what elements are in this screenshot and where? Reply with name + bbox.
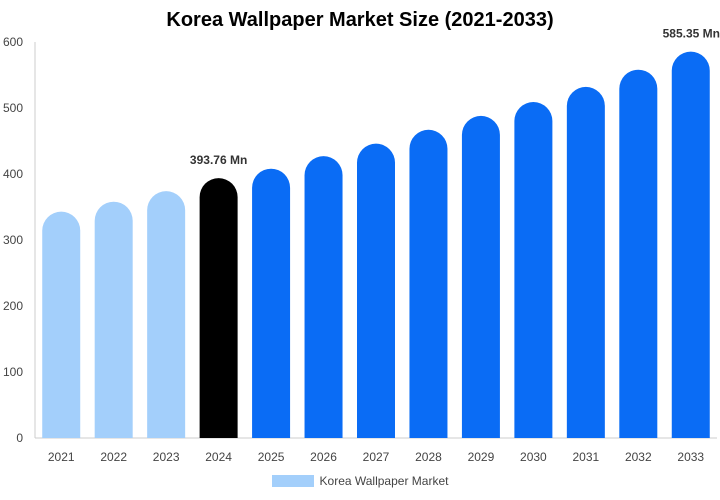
bar-2030 [514, 102, 553, 438]
x-tick-label: 2026 [310, 450, 337, 464]
x-tick-label: 2024 [205, 450, 232, 464]
bar-2031 [566, 86, 605, 438]
y-tick-label: 400 [3, 167, 23, 181]
bar-2028 [409, 129, 448, 438]
bar-2021 [42, 211, 81, 438]
bar-2029 [461, 115, 500, 438]
bar-2027 [357, 143, 395, 438]
y-tick-label: 0 [16, 431, 23, 445]
x-tick-label: 2021 [48, 450, 75, 464]
x-tick-label: 2030 [520, 450, 547, 464]
legend-swatch [271, 475, 314, 487]
bar-2025 [252, 168, 291, 438]
y-tick-label: 100 [3, 365, 23, 379]
legend[interactable]: Korea Wallpaper Market [0, 474, 720, 488]
chart-title: Korea Wallpaper Market Size (2021-2033) [166, 9, 554, 31]
x-tick-label: 2025 [258, 450, 285, 464]
y-tick-label: 600 [3, 35, 23, 49]
x-tick-label: 2028 [415, 450, 442, 464]
bar-2024 [199, 178, 238, 438]
x-tick-label: 2031 [572, 450, 599, 464]
x-tick-label: 2032 [625, 450, 652, 464]
bar-2033 [671, 51, 710, 438]
x-tick-label: 2029 [468, 450, 495, 464]
x-tick-label: 2027 [363, 450, 390, 464]
data-label-2033: 585.35 Mn [663, 27, 720, 41]
y-tick-label: 200 [3, 299, 23, 313]
x-tick-label: 2033 [677, 450, 704, 464]
bar-2026 [304, 156, 343, 438]
legend-label: Korea Wallpaper Market [319, 474, 449, 488]
bar-2032 [619, 69, 658, 438]
y-tick-label: 500 [3, 101, 23, 115]
x-tick-label: 2023 [153, 450, 180, 464]
x-tick-label: 2022 [100, 450, 127, 464]
bar-2022 [94, 201, 133, 438]
data-label-2024: 393.76 Mn [190, 153, 247, 167]
y-tick-label: 300 [3, 233, 23, 247]
bar-2023 [147, 191, 186, 438]
